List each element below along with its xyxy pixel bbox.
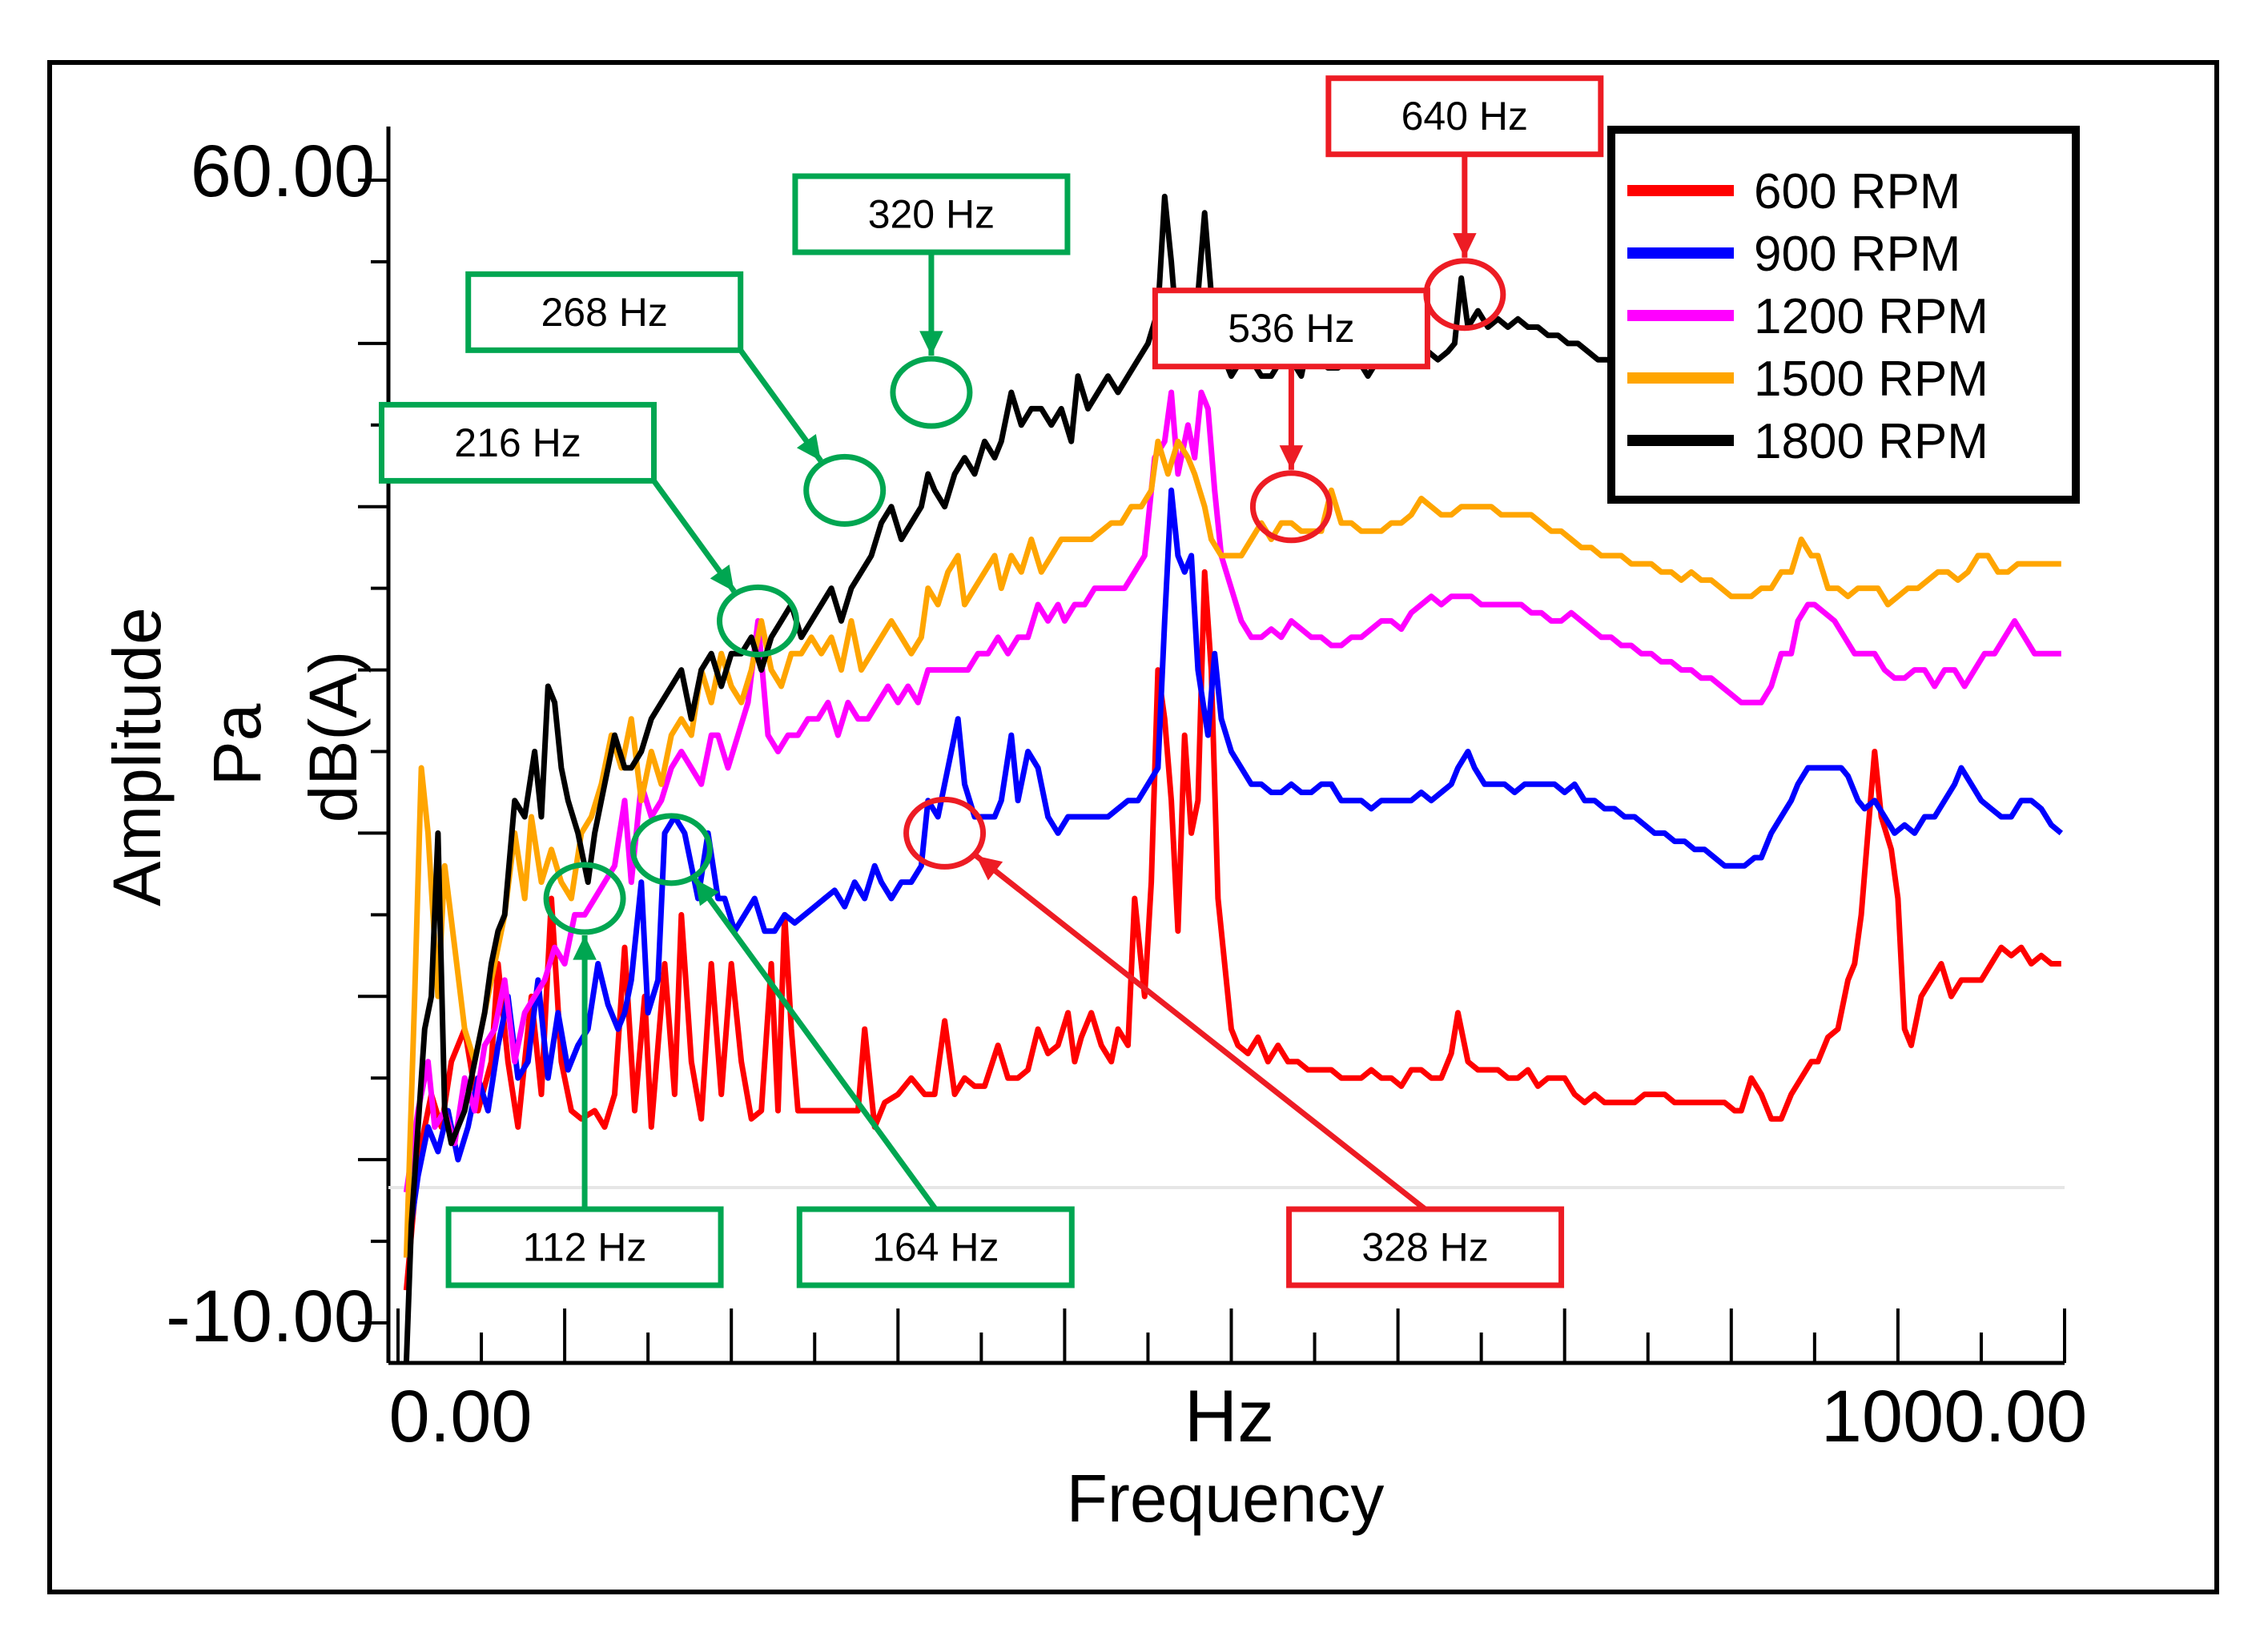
peak-circle [629, 813, 713, 886]
annotation-328-hz: 328 Hz [903, 796, 1565, 1288]
annotation-216-hz: 216 Hz [378, 401, 799, 657]
peak-circle [803, 453, 887, 527]
annotation-box [1325, 75, 1604, 158]
annotation-box [792, 173, 1071, 255]
peak-circle [543, 862, 626, 935]
peak-circle [1249, 470, 1333, 544]
legend: 600 RPM 900 RPM 1200 RPM 1500 RPM 1800 RPM [1607, 126, 2080, 504]
y-tick-label-max: 60.00 [191, 131, 375, 212]
annotation-label: 216 Hz [454, 420, 581, 465]
x-tick-label-max: 1000.00 [1821, 1376, 2088, 1457]
annotation-164-hz: 164 Hz [629, 813, 1075, 1288]
x-ticks [396, 1308, 2066, 1363]
annotation-arrow [974, 854, 1427, 1212]
annotation-box [1152, 287, 1430, 370]
annotation-arrowhead [919, 331, 943, 356]
annotation-arrowhead [1279, 445, 1304, 470]
x-unit-label: Hz [1184, 1376, 1274, 1457]
annotation-arrowhead [573, 935, 597, 960]
y-axis-title-pa: Pa [199, 703, 275, 786]
series-line-600-rpm [403, 569, 2061, 1291]
series-line-900-rpm [403, 487, 2064, 1258]
peak-annotations: 112 Hz 164 Hz 216 Hz 268 Hz 320 Hz 328 Hz 536 … [378, 75, 1604, 1288]
annotation-box [1286, 1206, 1565, 1288]
annotation-box [465, 271, 744, 353]
annotation-arrowhead [694, 878, 719, 906]
plot-area [358, 127, 2066, 1365]
legend-label: 1500 RPM [1754, 352, 1989, 407]
legend-label: 1200 RPM [1754, 289, 1989, 344]
annotation-arrow [693, 877, 939, 1212]
annotation-arrowhead [710, 565, 734, 592]
series-line-1500-rpm [403, 438, 2061, 1258]
annotation-112-hz: 112 Hz [445, 862, 724, 1288]
y-ticks [358, 179, 388, 1324]
peak-circle [890, 356, 973, 429]
legend-label: 600 RPM [1754, 164, 1960, 219]
annotation-label: 328 Hz [1361, 1225, 1488, 1270]
annotation-arrowhead [975, 855, 1003, 881]
legend-label: 1800 RPM [1754, 414, 1989, 469]
legend-label: 900 RPM [1754, 227, 1960, 282]
annotation-label: 320 Hz [868, 192, 995, 237]
annotation-label: 112 Hz [523, 1225, 647, 1270]
y-tick-label-min: -10.00 [166, 1276, 375, 1357]
annotation-label: 640 Hz [1401, 94, 1528, 139]
peak-circle [1423, 258, 1506, 332]
y-axis-title-dba: dB(A) [296, 651, 371, 823]
peak-circle [903, 796, 987, 870]
annotation-label: 164 Hz [872, 1225, 999, 1270]
annotation-640-hz: 640 Hz [1325, 75, 1604, 332]
annotation-320-hz: 320 Hz [792, 173, 1071, 429]
annotation-arrowhead [1453, 233, 1477, 258]
x-axis-title: Frequency [1067, 1461, 1385, 1536]
y-axis-title-amplitude: Amplitude [99, 607, 175, 906]
annotation-box [796, 1206, 1075, 1288]
annotation-label: 268 Hz [541, 290, 667, 335]
annotation-box [445, 1206, 724, 1288]
annotation-arrowhead [796, 433, 821, 461]
x-tick-label-min: 0.00 [388, 1376, 532, 1457]
peak-circle [716, 584, 799, 657]
annotation-536-hz: 536 Hz [1152, 287, 1430, 544]
annotation-268-hz: 268 Hz [465, 271, 887, 527]
annotation-label: 536 Hz [1228, 306, 1354, 351]
annotation-box [378, 401, 657, 484]
